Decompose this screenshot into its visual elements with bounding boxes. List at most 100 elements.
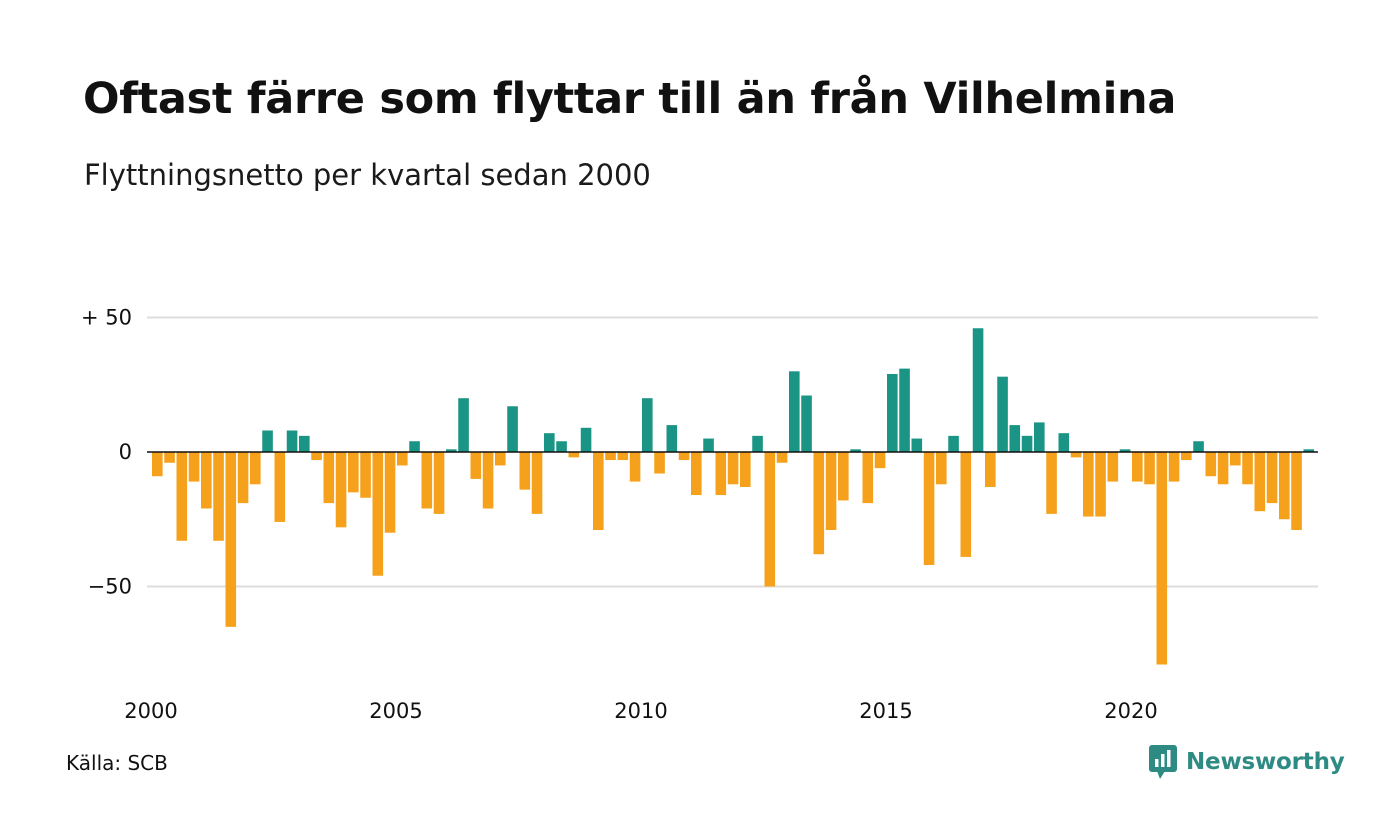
bar-2001K1 <box>201 452 212 509</box>
bar-2010K1 <box>642 398 653 452</box>
bar-2020K2 <box>1144 452 1155 485</box>
bar-2021K2 <box>1193 441 1204 452</box>
bar-2004K2 <box>360 452 371 498</box>
chart-subtitle: Flyttningsnetto per kvartal sedan 2000 <box>84 158 651 192</box>
bar-2007K3 <box>519 452 531 490</box>
bar-2010K3 <box>666 425 678 452</box>
bar-2019K3 <box>1107 452 1119 482</box>
bar-2012K2 <box>752 435 763 452</box>
bar-2010K2 <box>654 452 665 474</box>
bar-2014K4 <box>874 452 886 469</box>
bar-2014K3 <box>862 452 874 504</box>
bar-2003K2 <box>311 452 322 461</box>
newsworthy-logo-icon <box>1149 745 1177 779</box>
bar-2008K4 <box>580 427 592 452</box>
bar-2012K4 <box>776 452 788 463</box>
bar-2013K3 <box>813 452 825 555</box>
bar-2017K1 <box>985 452 996 487</box>
y-tick-label: + 50 <box>81 306 132 330</box>
bar-2007K4 <box>531 452 543 514</box>
bar-2003K1 <box>299 435 310 452</box>
bar-2003K4 <box>335 452 347 528</box>
bar-2000K1 <box>152 452 163 477</box>
bar-2023K2 <box>1291 452 1302 531</box>
brand-logo: Newsworthy <box>1148 744 1345 780</box>
x-tick-label: 2020 <box>1104 699 1157 723</box>
y-tick-label: −50 <box>88 575 132 599</box>
bar-2008K3 <box>568 452 580 458</box>
bar-2022K2 <box>1242 452 1253 485</box>
bar-2023K3 <box>1303 449 1315 452</box>
bar-2009K4 <box>629 452 641 482</box>
bars <box>152 328 1315 665</box>
chart-title: Oftast färre som flyttar till än från Vi… <box>83 74 1177 124</box>
bar-2007K2 <box>507 406 518 452</box>
bar-2005K2 <box>409 441 420 452</box>
bar-2021K3 <box>1205 452 1217 477</box>
bar-2009K2 <box>605 452 616 461</box>
bar-2021K4 <box>1217 452 1229 485</box>
bar-2001K2 <box>213 452 224 541</box>
x-tick-label: 2000 <box>124 699 177 723</box>
bar-2017K3 <box>1009 425 1021 452</box>
bar-2002K2 <box>262 430 273 452</box>
bar-2008K2 <box>556 441 567 452</box>
bar-2015K4 <box>923 452 935 565</box>
bar-2017K2 <box>997 376 1008 452</box>
bar-2020K3 <box>1156 452 1168 665</box>
bar-2021K1 <box>1181 452 1192 461</box>
bar-2016K1 <box>936 452 947 485</box>
x-axis-ticks: 2000 2005 2010 2015 2020 <box>124 699 1157 723</box>
bar-2019K4 <box>1119 449 1131 452</box>
bar-2013K2 <box>801 395 812 452</box>
brand-name: Newsworthy <box>1186 749 1345 775</box>
bar-2008K1 <box>544 433 555 452</box>
bar-2004K4 <box>384 452 396 533</box>
bar-2006K1 <box>446 449 457 452</box>
grid-lines <box>147 316 1318 588</box>
bar-2018K3 <box>1058 433 1070 452</box>
bar-2000K4 <box>188 452 200 482</box>
bar-2006K3 <box>470 452 482 479</box>
bar-2002K3 <box>274 452 286 522</box>
bar-2011K4 <box>727 452 739 485</box>
bar-2018K4 <box>1070 452 1082 458</box>
bar-2007K1 <box>495 452 506 466</box>
bar-2015K2 <box>899 368 910 452</box>
y-axis-ticks: + 50 0 −50 <box>81 306 132 599</box>
bar-2015K1 <box>887 373 898 452</box>
bar-2017K4 <box>1021 435 1033 452</box>
bar-2011K2 <box>703 438 714 452</box>
bar-2005K3 <box>421 452 433 509</box>
bar-2004K1 <box>348 452 359 493</box>
bar-2001K4 <box>237 452 249 504</box>
bar-2009K1 <box>593 452 604 531</box>
bar-2022K1 <box>1230 452 1241 466</box>
bar-2022K4 <box>1266 452 1278 504</box>
bar-2009K3 <box>617 452 629 461</box>
bar-2011K3 <box>715 452 727 496</box>
bar-2002K1 <box>250 452 261 485</box>
bar-2019K1 <box>1083 452 1094 517</box>
bar-2020K4 <box>1168 452 1180 482</box>
bar-2020K1 <box>1132 452 1143 482</box>
bar-2023K1 <box>1279 452 1290 520</box>
y-tick-label: 0 <box>119 440 132 464</box>
bar-2016K2 <box>948 435 959 452</box>
bar-2018K2 <box>1046 452 1057 514</box>
bar-2011K1 <box>691 452 702 496</box>
bar-2018K1 <box>1034 422 1045 452</box>
bar-2014K2 <box>850 449 861 452</box>
bar-2013K1 <box>789 371 800 452</box>
bar-2016K4 <box>972 328 984 452</box>
bar-2014K1 <box>838 452 849 501</box>
x-tick-label: 2015 <box>859 699 912 723</box>
bar-2006K2 <box>458 398 469 452</box>
bar-2006K4 <box>482 452 494 509</box>
bar-2012K1 <box>740 452 751 487</box>
source-note: Källa: SCB <box>66 751 168 775</box>
bar-2000K3 <box>176 452 188 541</box>
bar-2005K4 <box>433 452 445 514</box>
bar-2010K4 <box>678 452 690 461</box>
